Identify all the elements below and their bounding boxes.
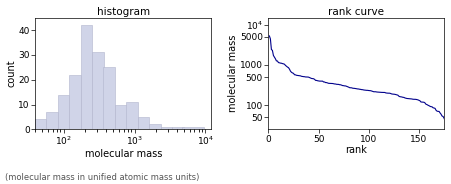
Bar — [149, 124, 161, 129]
Y-axis label: count: count — [7, 60, 17, 87]
X-axis label: rank: rank — [345, 145, 367, 155]
Bar — [172, 127, 184, 129]
Bar — [46, 112, 58, 129]
Bar — [58, 95, 69, 129]
Bar — [182, 127, 204, 129]
Bar — [126, 102, 138, 129]
Bar — [35, 119, 46, 129]
Bar — [161, 127, 172, 129]
Bar — [81, 25, 92, 129]
Bar — [69, 75, 81, 129]
Bar — [138, 117, 149, 129]
Bar — [103, 67, 115, 129]
Text: (molecular mass in unified atomic mass units): (molecular mass in unified atomic mass u… — [5, 173, 199, 182]
Y-axis label: molecular mass: molecular mass — [229, 35, 239, 112]
Title: rank curve: rank curve — [328, 7, 384, 17]
Bar — [115, 105, 127, 129]
X-axis label: molecular mass: molecular mass — [84, 149, 162, 159]
Bar — [92, 52, 104, 129]
Title: histogram: histogram — [97, 7, 150, 17]
